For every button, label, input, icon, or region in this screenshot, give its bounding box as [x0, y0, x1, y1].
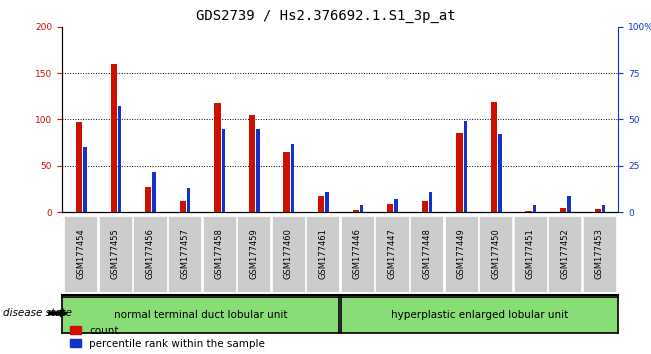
Text: GSM177455: GSM177455: [111, 229, 120, 279]
Bar: [152, 172, 156, 212]
Bar: [145, 187, 152, 212]
Text: GSM177447: GSM177447: [387, 229, 396, 279]
Text: normal terminal duct lobular unit: normal terminal duct lobular unit: [113, 310, 287, 320]
Text: GSM177452: GSM177452: [561, 229, 570, 279]
Bar: [491, 102, 497, 212]
Bar: [83, 147, 87, 212]
Bar: [498, 135, 502, 212]
Text: GSM177459: GSM177459: [249, 229, 258, 279]
Bar: [560, 208, 566, 212]
Text: GSM177453: GSM177453: [595, 229, 604, 279]
Bar: [429, 192, 432, 212]
Bar: [594, 209, 601, 212]
Bar: [387, 204, 393, 212]
Bar: [187, 188, 191, 212]
Text: GSM177461: GSM177461: [318, 229, 327, 279]
Text: GSM177460: GSM177460: [284, 229, 293, 279]
Text: GSM177448: GSM177448: [422, 229, 431, 279]
Text: GSM177458: GSM177458: [215, 229, 224, 279]
Bar: [249, 115, 255, 212]
Bar: [118, 107, 121, 212]
Bar: [602, 205, 605, 212]
Text: GDS2739 / Hs2.376692.1.S1_3p_at: GDS2739 / Hs2.376692.1.S1_3p_at: [196, 9, 455, 23]
Bar: [533, 205, 536, 212]
Text: disease state: disease state: [3, 308, 72, 318]
Bar: [221, 129, 225, 212]
Text: GSM177454: GSM177454: [76, 229, 85, 279]
Bar: [111, 64, 117, 212]
Bar: [353, 210, 359, 212]
Bar: [567, 196, 571, 212]
Bar: [464, 121, 467, 212]
Text: GSM177449: GSM177449: [456, 229, 465, 279]
Text: GSM177451: GSM177451: [526, 229, 534, 279]
Bar: [326, 192, 329, 212]
Bar: [360, 205, 363, 212]
Text: GSM177450: GSM177450: [492, 229, 500, 279]
Text: hyperplastic enlarged lobular unit: hyperplastic enlarged lobular unit: [391, 310, 568, 320]
Legend: count, percentile rank within the sample: count, percentile rank within the sample: [70, 326, 265, 349]
Bar: [525, 211, 532, 212]
Bar: [283, 152, 290, 212]
Bar: [256, 129, 260, 212]
Bar: [422, 201, 428, 212]
Text: GSM177457: GSM177457: [180, 229, 189, 279]
Bar: [318, 196, 324, 212]
Bar: [456, 133, 462, 212]
Bar: [395, 199, 398, 212]
Bar: [180, 201, 186, 212]
Bar: [214, 103, 221, 212]
Text: GSM177446: GSM177446: [353, 229, 362, 279]
Bar: [76, 122, 82, 212]
Text: GSM177456: GSM177456: [146, 229, 154, 279]
Bar: [291, 144, 294, 212]
